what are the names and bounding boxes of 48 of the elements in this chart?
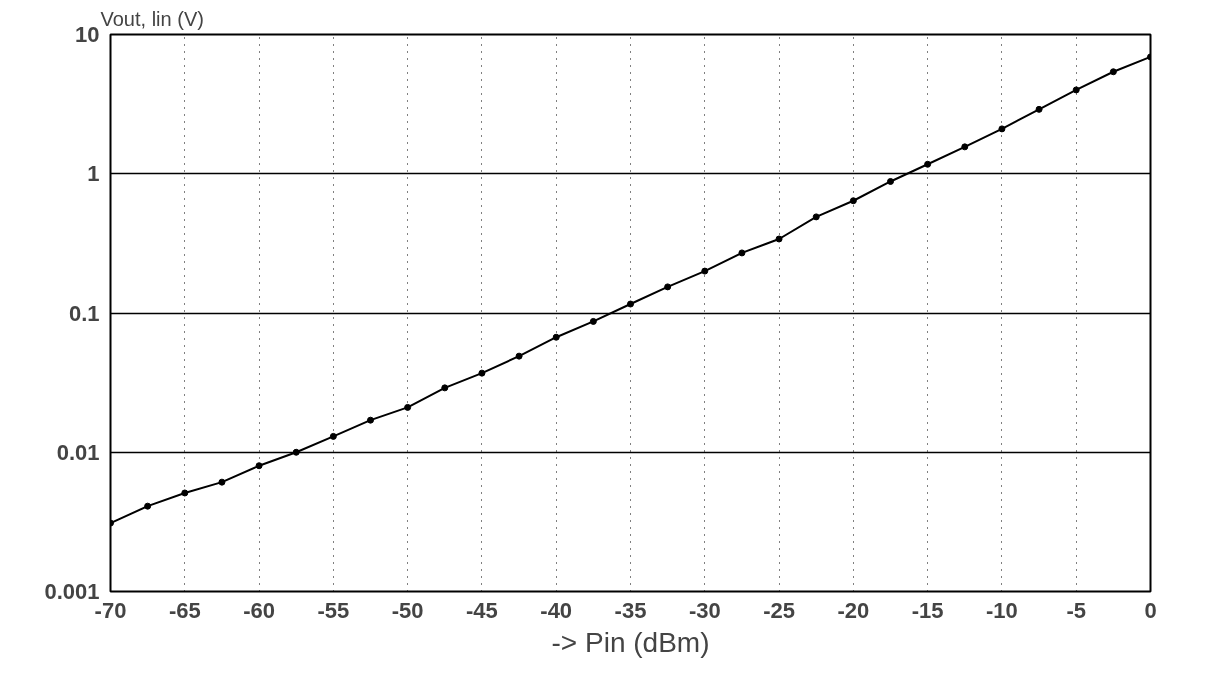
y-tick-label: 10 xyxy=(75,22,100,47)
point xyxy=(664,283,672,291)
point xyxy=(775,235,783,243)
point xyxy=(292,448,300,456)
y-tick-label: 0.01 xyxy=(56,439,100,465)
y-tick-label: 0.001 xyxy=(44,579,100,604)
point xyxy=(552,333,560,341)
point xyxy=(144,502,152,510)
point xyxy=(812,213,820,221)
point xyxy=(255,462,263,470)
point xyxy=(441,384,449,392)
point xyxy=(627,300,634,308)
x-tick-label: -5 xyxy=(1066,597,1086,623)
point xyxy=(924,160,932,168)
point xyxy=(701,267,709,275)
x-tick-label: -15 xyxy=(911,597,944,623)
x-tick-label: -40 xyxy=(540,597,573,623)
point xyxy=(738,249,746,257)
point xyxy=(961,143,969,151)
x-tick-label: -35 xyxy=(614,597,647,623)
y-axis-title: Vout, lin (V) xyxy=(100,7,204,30)
x-tick-label: 0 xyxy=(1144,597,1157,623)
x-tick-label: -55 xyxy=(317,597,350,623)
point xyxy=(998,125,1006,133)
point xyxy=(515,352,523,360)
point xyxy=(329,432,337,440)
point xyxy=(181,489,189,497)
point xyxy=(887,177,894,185)
x-axis-title: -> Pin (dBm) xyxy=(551,626,710,658)
x-tick-label: -10 xyxy=(986,597,1018,623)
point xyxy=(849,197,857,205)
x-tick-label: -60 xyxy=(243,597,275,623)
point xyxy=(1072,86,1080,94)
point xyxy=(589,317,597,325)
x-tick-label: -20 xyxy=(837,597,870,623)
x-tick-label: -50 xyxy=(391,597,424,623)
x-tick-label: -45 xyxy=(466,597,498,623)
point xyxy=(218,478,226,486)
point xyxy=(478,369,486,377)
point xyxy=(404,403,412,411)
x-tick-label: -25 xyxy=(763,597,795,623)
x-tick-label: -30 xyxy=(688,597,721,623)
y-tick-label: 1 xyxy=(87,161,100,187)
point xyxy=(1109,68,1117,76)
point xyxy=(1035,105,1043,113)
y-tick-label: 0.1 xyxy=(68,300,100,326)
x-tick-label: -65 xyxy=(168,597,201,623)
point xyxy=(367,416,374,424)
